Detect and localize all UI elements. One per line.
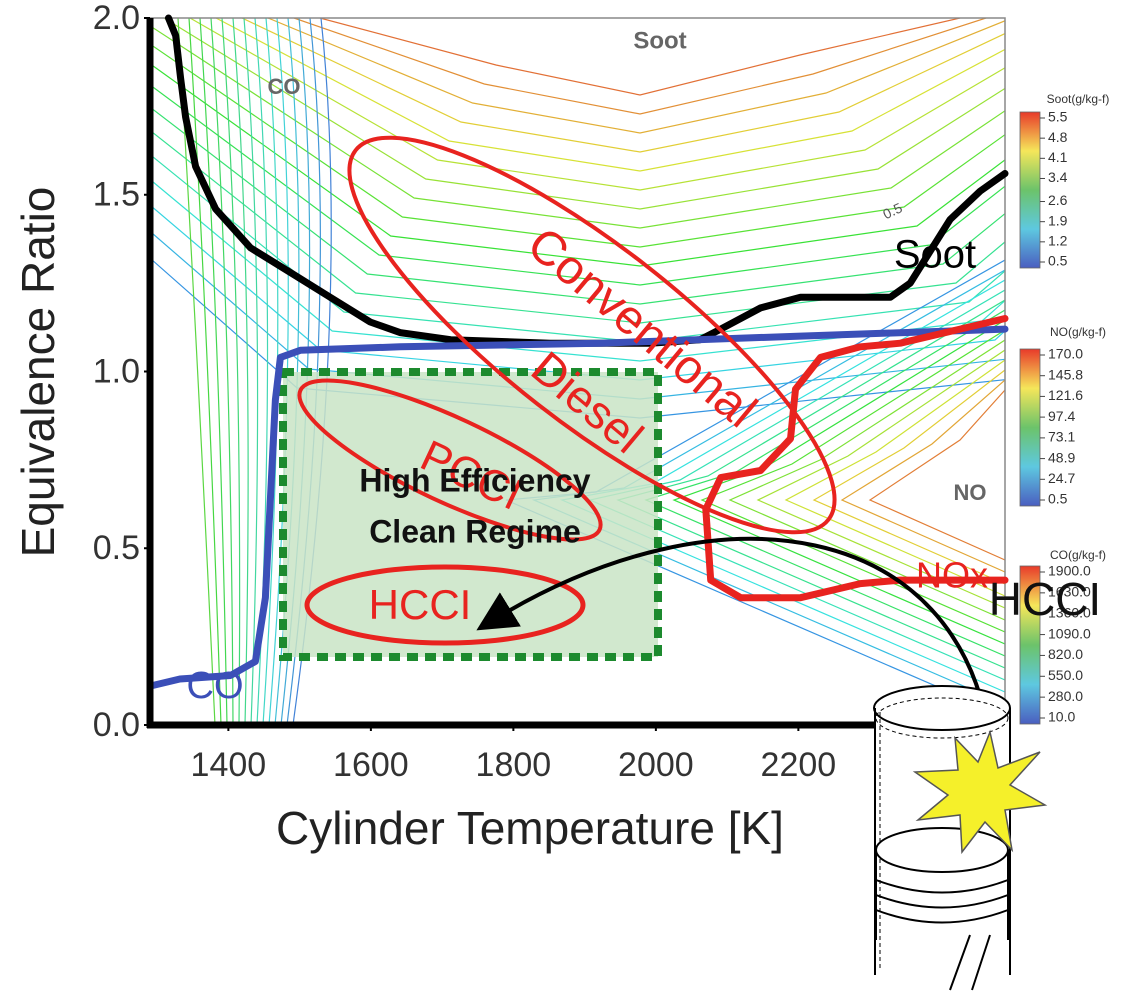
series-line bbox=[702, 315, 1009, 602]
colorbar bbox=[1019, 111, 1041, 269]
colorbar-tick-label: 1900.0 bbox=[1048, 563, 1091, 579]
colorbar-tick-label: 4.1 bbox=[1048, 149, 1068, 165]
annotation: High Efficiency bbox=[359, 462, 590, 498]
contour-line bbox=[241, 18, 1005, 153]
contour-line bbox=[262, 18, 279, 725]
curves bbox=[146, 14, 1009, 690]
cylinder-top bbox=[873, 685, 1011, 731]
colorbar-tick-label: 10.0 bbox=[1048, 709, 1075, 725]
y-tick-label: 0.0 bbox=[93, 706, 140, 744]
piston bbox=[873, 685, 1048, 991]
contour-line bbox=[215, 18, 1005, 172]
annotation: HCCI bbox=[989, 573, 1101, 625]
x-tick-label: 2000 bbox=[618, 746, 694, 784]
colorbar-tick-label: 5.5 bbox=[1048, 109, 1068, 125]
series-label: NOx bbox=[916, 555, 988, 596]
regimes bbox=[297, 135, 837, 646]
contour-line bbox=[189, 18, 1005, 191]
annotation: NO bbox=[954, 480, 987, 505]
contour-line bbox=[840, 379, 1005, 573]
colorbar-tick-label: 48.9 bbox=[1048, 449, 1075, 465]
contour-line bbox=[293, 18, 987, 115]
contour-line bbox=[163, 18, 1005, 210]
contour-line bbox=[267, 18, 1005, 134]
contour-line bbox=[150, 129, 1005, 324]
contour-line bbox=[232, 18, 249, 725]
contour-line bbox=[210, 18, 234, 725]
colorbar-tick-label: 0.5 bbox=[1048, 253, 1068, 269]
colorbar bbox=[1019, 565, 1041, 725]
colorbar-tick-label: 97.4 bbox=[1048, 408, 1075, 424]
colorbar-tick-label: 280.0 bbox=[1048, 688, 1083, 704]
colorbar-tick-label: 550.0 bbox=[1048, 667, 1083, 683]
colorbar-tick-label: 145.8 bbox=[1048, 366, 1083, 382]
contour-line bbox=[756, 349, 1005, 609]
arrow bbox=[476, 536, 992, 743]
series-line bbox=[146, 325, 1009, 690]
colorbar-tick-label: 170.0 bbox=[1048, 346, 1083, 362]
contour-line bbox=[243, 18, 259, 725]
contour-line bbox=[150, 84, 1005, 286]
contour-line bbox=[319, 18, 961, 96]
contour-line bbox=[150, 63, 1005, 267]
contour-line bbox=[812, 369, 1005, 585]
connecting-rod bbox=[949, 934, 991, 991]
contour-line bbox=[199, 18, 228, 725]
colorbar-title: Soot(g/kg-f) bbox=[1047, 92, 1110, 106]
contour-line bbox=[188, 18, 222, 725]
x-tick-label: 1800 bbox=[476, 746, 552, 784]
contour-line bbox=[728, 339, 1005, 621]
annotation: Clean Regime bbox=[369, 513, 581, 549]
contour-line bbox=[150, 106, 1005, 305]
colorbar-tick-label: 1360.0 bbox=[1048, 604, 1091, 620]
contour-line bbox=[221, 18, 241, 725]
piston-ring bbox=[875, 879, 1009, 924]
piston-head bbox=[875, 827, 1009, 873]
colorbar-tick-label: 4.8 bbox=[1048, 129, 1068, 145]
cylinder-rim bbox=[875, 697, 1009, 739]
y-tick-label: 0.5 bbox=[93, 529, 140, 567]
contour-line bbox=[644, 309, 1005, 657]
pcci-regime bbox=[297, 378, 603, 542]
contour-line bbox=[268, 18, 289, 725]
colorbar-tick-label: 24.7 bbox=[1048, 470, 1075, 486]
colorbar-tick-label: 1.2 bbox=[1048, 233, 1068, 249]
x-axis-title: Cylinder Temperature [K] bbox=[276, 802, 784, 854]
colorbar-tick-label: 820.0 bbox=[1048, 646, 1083, 662]
colorbar-tick-label: 3.4 bbox=[1048, 169, 1068, 185]
diesel-regime bbox=[347, 135, 837, 535]
y-axis-title: Equivalence Ratio bbox=[12, 187, 64, 558]
series-line bbox=[165, 14, 1009, 347]
series-label: Soot bbox=[894, 233, 976, 277]
x-tick-label: 2200 bbox=[761, 746, 837, 784]
annotation: Soot bbox=[633, 27, 686, 54]
colorbar-tick-label: 2.6 bbox=[1048, 192, 1068, 208]
ignition-star bbox=[912, 729, 1048, 855]
contour-line bbox=[150, 25, 1005, 229]
colorbar bbox=[1019, 348, 1041, 507]
series-label: CO bbox=[187, 665, 244, 707]
contour-line bbox=[150, 178, 1005, 362]
contour-line bbox=[700, 329, 1005, 633]
y-tick-label: 1.5 bbox=[93, 176, 140, 214]
y-tick-label: 2.0 bbox=[93, 0, 140, 37]
colorbar-tick-label: 121.6 bbox=[1048, 387, 1083, 403]
annotation: 0.5 bbox=[880, 199, 905, 222]
x-tick-label: 1400 bbox=[191, 746, 267, 784]
colorbar-tick-label: 1630.0 bbox=[1048, 584, 1091, 600]
colorbar-title: NO(g/kg-f) bbox=[1050, 325, 1106, 339]
colorbar-tick-label: 73.1 bbox=[1048, 429, 1075, 445]
contour-line bbox=[868, 389, 1005, 561]
annotation: HCCI bbox=[369, 581, 472, 628]
colorbar-tick-label: 1.9 bbox=[1048, 212, 1068, 228]
x-tick-label: 1600 bbox=[333, 746, 409, 784]
hcci-regime bbox=[304, 564, 586, 646]
colorbar-tick-label: 0.5 bbox=[1048, 491, 1068, 507]
contour-line bbox=[150, 43, 1005, 248]
colorbar-tick-label: 1090.0 bbox=[1048, 625, 1091, 641]
colorbar-title: CO(g/kg-f) bbox=[1050, 548, 1106, 562]
y-tick-label: 1.0 bbox=[93, 352, 140, 390]
annotation: CO bbox=[268, 74, 301, 99]
